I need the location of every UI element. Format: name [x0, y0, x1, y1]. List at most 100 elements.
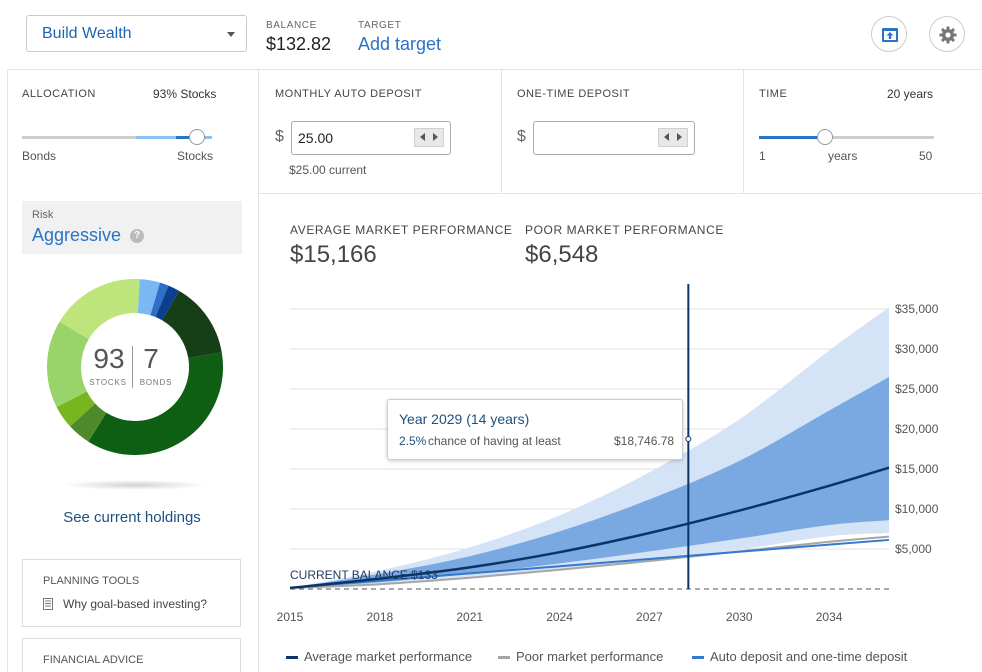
allocation-slider-track[interactable]: [22, 136, 212, 139]
allocation-slider-fill: [136, 136, 212, 139]
x-tick-label: 2027: [636, 610, 663, 624]
donut-center: 93 7 STOCKS BONDS: [80, 343, 190, 393]
series-line-0: [289, 466, 890, 590]
risk-box: Risk Aggressive ?: [22, 201, 242, 254]
settings-button[interactable]: [929, 16, 965, 52]
donut-segment-0: [137, 279, 161, 316]
tooltip-title: Year 2029 (14 years): [399, 411, 530, 427]
current-balance-label: CURRENT BALANCE $133: [290, 568, 438, 582]
upload-button[interactable]: [871, 16, 907, 52]
planning-tools-item[interactable]: Why goal-based investing?: [63, 597, 208, 611]
time-slider-track[interactable]: [759, 136, 934, 139]
y-tick-label: $30,000: [895, 342, 939, 356]
x-tick-label: 2030: [726, 610, 753, 624]
donut-shadow: [62, 480, 208, 490]
tooltip-amount: $18,746.78: [614, 434, 675, 448]
one-time-currency: $: [517, 128, 526, 145]
allocation-label: ALLOCATION: [22, 88, 96, 100]
time-slider-fill: [759, 136, 825, 139]
monthly-deposit-note: $25.00 current: [289, 163, 367, 177]
help-icon[interactable]: ?: [130, 229, 144, 243]
planning-tools-card: PLANNING TOOLS Why goal-based investing?: [22, 559, 241, 627]
tooltip-chance: 2.5%: [399, 434, 427, 448]
poor-performance-value: $6,548: [525, 241, 599, 268]
goal-select[interactable]: Build Wealth: [26, 15, 247, 52]
donut-segment-1: [150, 282, 169, 318]
see-holdings-link[interactable]: See current holdings: [63, 509, 201, 526]
y-tick-label: $25,000: [895, 382, 939, 396]
legend-avg-label: Average market performance: [304, 649, 473, 664]
target-label: TARGET: [358, 20, 402, 31]
one-time-deposit-stepper[interactable]: [658, 128, 688, 147]
donut-segment-7: [47, 321, 90, 407]
one-time-deposit-label: ONE-TIME DEPOSIT: [517, 88, 631, 100]
gear-icon: [939, 26, 957, 44]
monthly-currency: $: [275, 128, 284, 145]
band-inner: [290, 377, 889, 588]
x-tick-label: 2015: [277, 610, 304, 624]
chart-tooltip: Year 2029 (14 years) 2.5% chance of havi…: [387, 399, 683, 460]
time-slider-handle[interactable]: [817, 129, 833, 145]
allocation-slider-handle[interactable]: [189, 129, 205, 145]
allocation-value: 93% Stocks: [153, 87, 217, 101]
time-max-label: 50: [919, 149, 933, 163]
allocation-slider-active: [176, 136, 196, 139]
y-tick-label: $35,000: [895, 302, 939, 316]
bonds-label: Bonds: [22, 149, 57, 163]
legend-deposit-swatch: [692, 656, 704, 660]
monthly-deposit-input[interactable]: 25.00: [291, 121, 451, 155]
legend-poor-label: Poor market performance: [516, 649, 664, 664]
one-time-deposit-input[interactable]: [533, 121, 695, 155]
document-icon: [43, 598, 53, 610]
risk-label: Risk: [32, 209, 54, 221]
donut-bonds-label: BONDS: [139, 378, 173, 387]
donut-bonds-value: 7: [143, 343, 159, 374]
x-tick-label: 2018: [366, 610, 393, 624]
balance-label: BALANCE: [266, 20, 317, 31]
y-tick-label: $15,000: [895, 462, 939, 476]
y-tick-label: $20,000: [895, 422, 939, 436]
legend-deposit-label: Auto deposit and one-time deposit: [710, 649, 908, 664]
balance-value: $132.82: [266, 34, 332, 54]
planning-tools-label: PLANNING TOOLS: [43, 575, 140, 587]
legend-poor-swatch: [498, 656, 510, 660]
donut-segment-6: [56, 391, 96, 427]
series-line-1: [289, 535, 890, 589]
time-unit-label: years: [828, 149, 858, 163]
series-line-2: [289, 538, 890, 589]
donut-segment-3: [161, 290, 222, 359]
allocation-donut: [47, 279, 223, 455]
year-marker-point: [685, 436, 692, 443]
x-tick-label: 2024: [546, 610, 573, 624]
donut-stocks-value: 93: [93, 343, 125, 374]
avg-performance-value: $15,166: [290, 241, 377, 268]
donut-stocks-label: STOCKS: [89, 378, 127, 387]
time-value: 20 years: [887, 87, 934, 101]
donut-segment-4: [88, 352, 223, 455]
tooltip-text: chance of having at least: [428, 434, 561, 448]
time-label: TIME: [759, 88, 788, 100]
x-tick-label: 2034: [816, 610, 843, 624]
legend-deposit: Auto deposit and one-time deposit: [692, 649, 907, 664]
donut-segment-5: [70, 403, 107, 442]
add-target-link[interactable]: Add target: [358, 34, 442, 54]
y-tick-label: $10,000: [895, 502, 939, 516]
y-tick-label: $5,000: [895, 542, 932, 556]
legend-avg-swatch: [286, 656, 298, 660]
poor-performance-label: POOR MARKET PERFORMANCE: [525, 223, 724, 237]
risk-value: Aggressive: [32, 225, 122, 245]
monthly-deposit-stepper[interactable]: [414, 128, 444, 147]
x-tick-label: 2021: [456, 610, 483, 624]
avg-performance-label: AVERAGE MARKET PERFORMANCE: [290, 223, 513, 237]
legend-avg: Average market performance: [286, 649, 472, 664]
financial-advice-label: FINANCIAL ADVICE: [43, 654, 144, 666]
goal-select-value: Build Wealth: [42, 25, 132, 42]
chevron-down-icon: [227, 32, 235, 37]
donut-segment-2: [155, 285, 180, 321]
time-min-label: 1: [759, 149, 766, 163]
donut-segment-8: [59, 279, 140, 340]
upload-icon: [882, 28, 898, 42]
monthly-deposit-label: MONTHLY AUTO DEPOSIT: [275, 88, 422, 100]
legend-poor: Poor market performance: [498, 649, 663, 664]
